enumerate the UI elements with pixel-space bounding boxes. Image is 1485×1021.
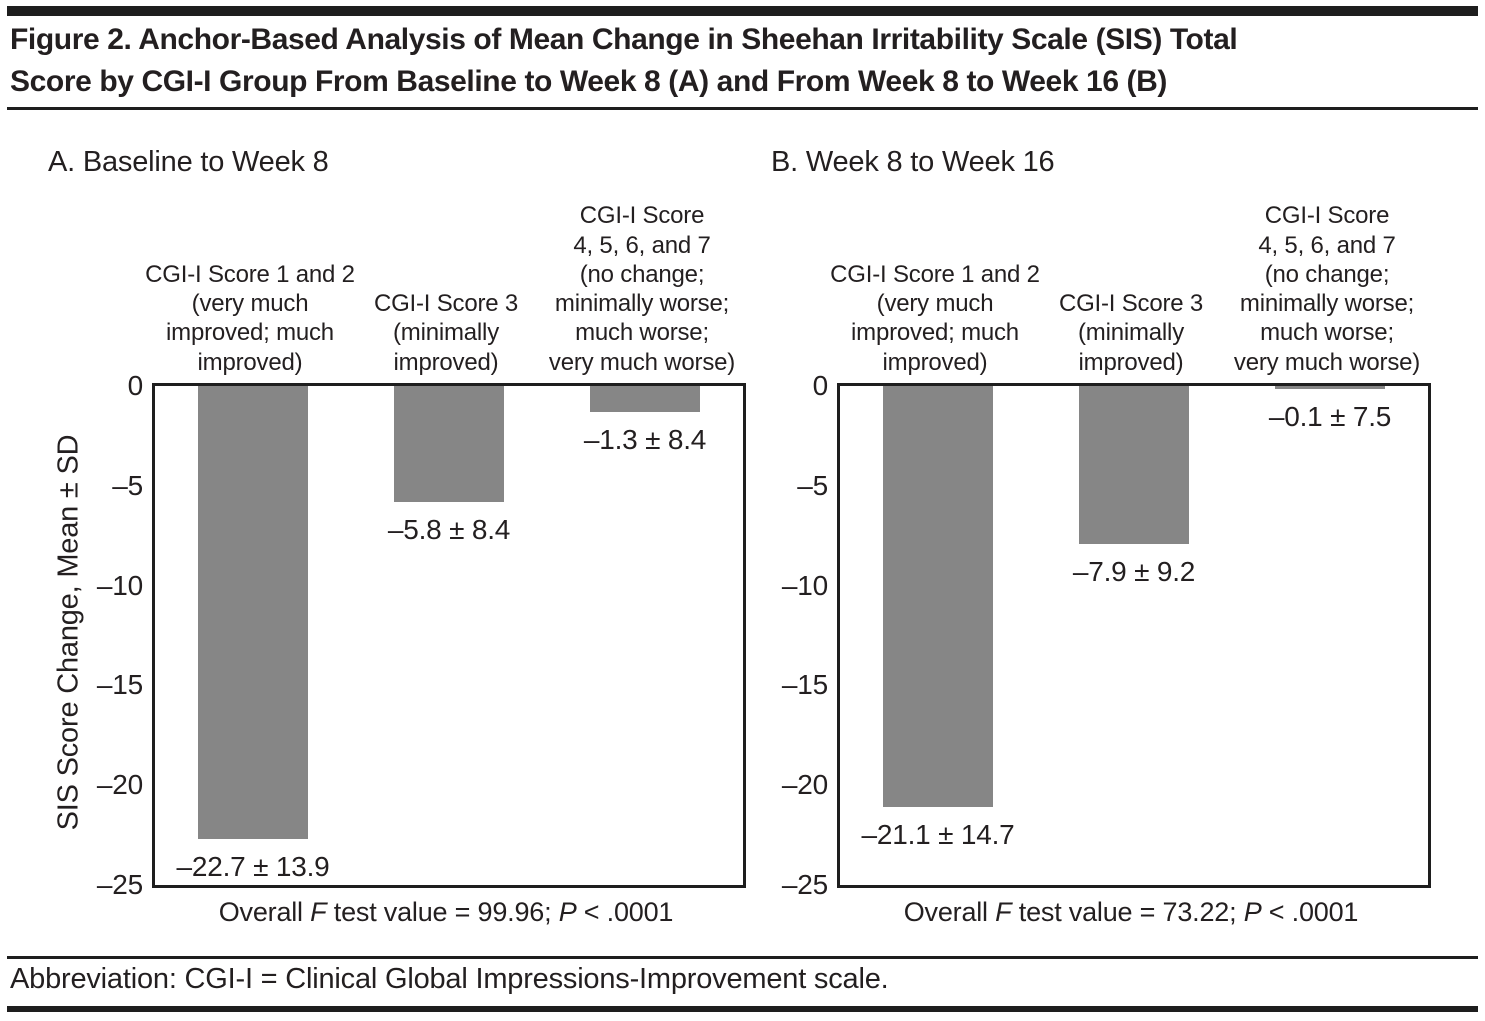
title-divider-rule: [7, 107, 1478, 110]
f-test-note-b: Overall F test value = 73.22; P < .0001: [837, 897, 1425, 928]
y-tick-label: –15: [96, 669, 143, 701]
y-tick-label: –20: [96, 769, 143, 801]
note-text: Overall: [903, 897, 996, 927]
panel-b: B. Week 8 to Week 16 CGI-I Score 1 and 2…: [763, 140, 1478, 950]
bar-value-label: –5.8 ± 8.4: [387, 513, 511, 545]
category-label: CGI-I Score 3 (minimally improved): [373, 290, 519, 376]
y-tick-label: –15: [781, 669, 828, 701]
f-symbol: F: [995, 897, 1012, 927]
category-label: CGI-I Score 4, 5, 6, and 7 (no change; m…: [1233, 202, 1421, 376]
note-text: test value = 99.96;: [326, 897, 559, 927]
category-label: CGI-I Score 1 and 2 (very much improved;…: [830, 260, 1040, 376]
y-tick-label: –10: [96, 569, 143, 601]
note-text: < .0001: [576, 897, 674, 927]
plot-area-a: 0 –5 –10 –15 –20 –25 –22.7 ± 13.9 –5.8 ± 8.4 –1.…: [97, 370, 746, 900]
f-test-note-a: Overall F test value = 99.96; P < .0001: [152, 897, 740, 928]
y-axis-title: SIS Score Change, Mean ± SD: [46, 383, 92, 882]
category-label: CGI-I Score 4, 5, 6, and 7 (no change; m…: [548, 202, 736, 376]
top-rule: [7, 6, 1478, 16]
y-tick-label: 0: [812, 370, 829, 401]
abbreviation-rule-bottom: [7, 1006, 1478, 1012]
panel-a: A. Baseline to Week 8 SIS Score Change, …: [40, 140, 755, 950]
p-symbol: P: [558, 897, 577, 927]
p-symbol: P: [1243, 897, 1262, 927]
plot-area-b: 0 –5 –10 –15 –20 –25 –21.1 ± 14.7 –7.9 ± 9.2 –0.…: [782, 370, 1431, 900]
y-tick-label: –25: [96, 869, 143, 900]
abbreviation-note: Abbreviation: CGI-I = Clinical Global Im…: [10, 963, 889, 995]
y-tick-label: –20: [781, 769, 828, 801]
category-label: CGI-I Score 1 and 2 (very much improved;…: [145, 260, 355, 376]
note-text: test value = 73.22;: [1011, 897, 1244, 927]
bar: [590, 386, 700, 412]
bar: [1079, 386, 1189, 544]
bar: [883, 386, 993, 808]
abbreviation-rule-top: [7, 956, 1478, 959]
bar: [394, 386, 504, 502]
note-text: Overall: [218, 897, 311, 927]
bar: [1275, 386, 1385, 389]
note-text: < .0001: [1261, 897, 1359, 927]
category-labels-a: CGI-I Score 1 and 2 (very much improved;…: [145, 140, 740, 383]
figure-title: Figure 2. Anchor-Based Analysis of Mean …: [10, 23, 1238, 98]
bar-value-label: –1.3 ± 8.4: [583, 423, 707, 455]
y-tick-label: –5: [797, 469, 828, 501]
y-tick-label: 0: [127, 370, 144, 401]
f-symbol: F: [310, 897, 327, 927]
panel-a-title: A. Baseline to Week 8: [48, 146, 329, 178]
bar-value-label: –7.9 ± 9.2: [1072, 555, 1196, 587]
category-labels-b: CGI-I Score 1 and 2 (very much improved;…: [830, 140, 1425, 383]
bar-value-label: –22.7 ± 13.9: [176, 851, 330, 883]
category-label: CGI-I Score 3 (minimally improved): [1058, 290, 1204, 376]
bar-value-label: –21.1 ± 14.7: [861, 819, 1015, 851]
bar-value-label: –0.1 ± 7.5: [1268, 401, 1392, 432]
y-tick-label: –5: [112, 469, 143, 501]
y-tick-label: –25: [781, 869, 828, 900]
y-tick-label: –10: [781, 569, 828, 601]
bar: [198, 386, 308, 840]
panel-b-title: B. Week 8 to Week 16: [771, 146, 1055, 178]
